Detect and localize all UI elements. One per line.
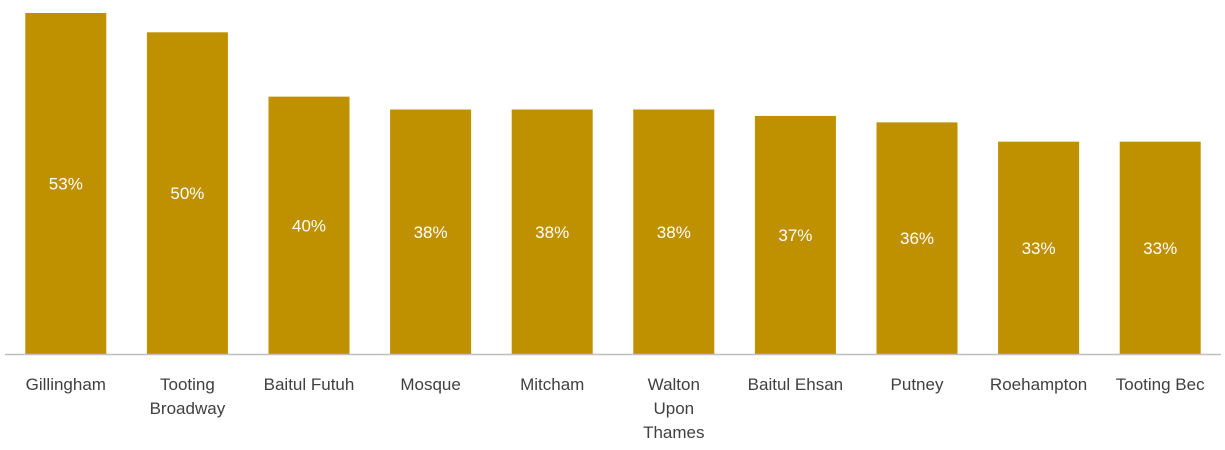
category-label-line: Tooting (160, 375, 215, 394)
bar-5 (633, 109, 715, 355)
value-label-6: 37% (778, 226, 812, 245)
value-label-9: 33% (1143, 239, 1177, 258)
category-labels-group: Gillingham Tooting Broadway Baitul Futuh Mos… (26, 375, 1205, 442)
value-label-4: 38% (535, 223, 569, 242)
category-label-0: Gillingham (26, 375, 106, 394)
category-label-line: Broadway (150, 399, 226, 418)
category-label-line: Baitul Ehsan (748, 375, 843, 394)
value-label-0: 53% (49, 175, 83, 194)
bar-6 (754, 115, 836, 355)
value-label-1: 50% (170, 184, 204, 203)
bar-3 (390, 109, 472, 355)
category-label-4: Mitcham (520, 375, 584, 394)
category-label-6: Baitul Ehsan (748, 375, 843, 394)
value-label-3: 38% (414, 223, 448, 242)
bar-0 (25, 13, 107, 354)
category-label-line: Putney (891, 375, 944, 394)
bar-9 (1119, 141, 1201, 354)
bar-4 (511, 109, 593, 355)
category-label-line: Baitul Futuh (264, 375, 355, 394)
value-labels-group: 53% 50% 40% 38% 38% 38% 37% 36% 33% 33% (49, 175, 1177, 258)
bar-7 (876, 122, 958, 355)
bar-8 (998, 141, 1080, 354)
bar-2 (268, 96, 350, 354)
category-label-5: Walton Upon Thames (643, 375, 704, 442)
bar-1 (146, 32, 228, 355)
category-label-line: Walton (648, 375, 700, 394)
category-label-line: Upon (653, 399, 694, 418)
category-label-1: Tooting Broadway (150, 375, 226, 418)
category-label-3: Mosque (400, 375, 460, 394)
category-label-2: Baitul Futuh (264, 375, 355, 394)
category-label-line: Mosque (400, 375, 460, 394)
bars-group (25, 13, 1201, 355)
category-label-line: Roehampton (990, 375, 1087, 394)
value-label-2: 40% (292, 216, 326, 235)
category-label-9: Tooting Bec (1116, 375, 1205, 394)
category-label-line: Tooting Bec (1116, 375, 1205, 394)
category-label-line: Gillingham (26, 375, 106, 394)
category-label-line: Mitcham (520, 375, 584, 394)
category-label-7: Putney (891, 375, 944, 394)
value-label-5: 38% (657, 223, 691, 242)
value-label-8: 33% (1022, 239, 1056, 258)
category-label-line: Thames (643, 423, 704, 442)
category-label-8: Roehampton (990, 375, 1087, 394)
value-label-7: 36% (900, 229, 934, 248)
